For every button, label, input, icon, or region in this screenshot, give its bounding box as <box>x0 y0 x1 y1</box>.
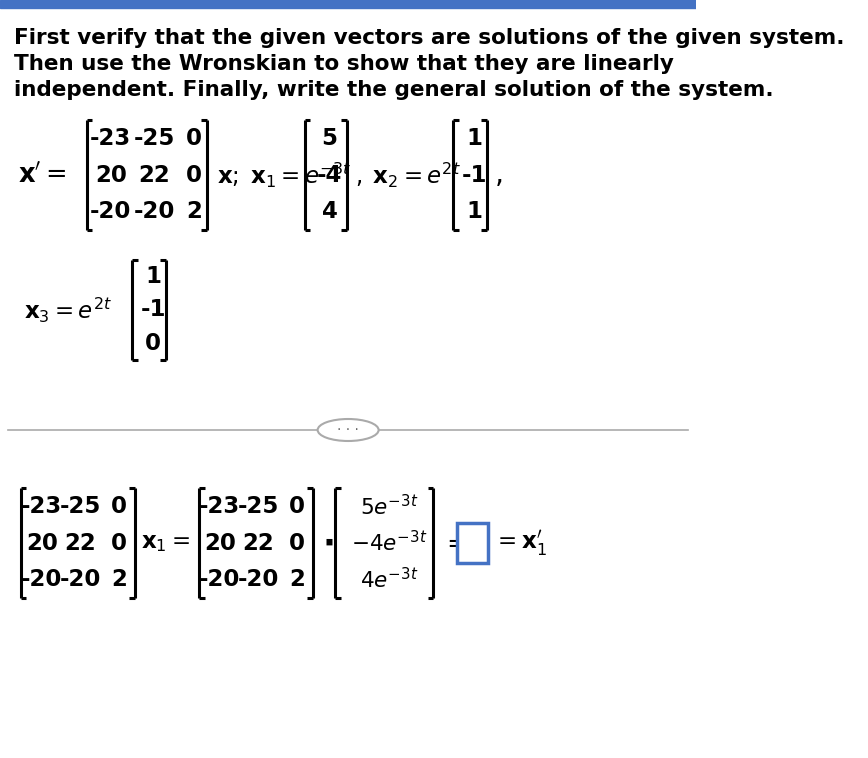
Text: $5e^{-3t}$: $5e^{-3t}$ <box>360 493 418 519</box>
Text: $4e^{-3t}$: $4e^{-3t}$ <box>360 567 418 592</box>
Text: 20: 20 <box>95 164 127 186</box>
Text: 20: 20 <box>204 531 236 555</box>
Text: 1: 1 <box>466 127 482 150</box>
Text: 0: 0 <box>145 332 161 355</box>
Text: $\mathbf{x};\;\mathbf{x}_1 = e^{-3t}$: $\mathbf{x};\;\mathbf{x}_1 = e^{-3t}$ <box>217 161 351 190</box>
Text: -25: -25 <box>60 495 101 518</box>
Text: independent. Finally, write the general solution of the system.: independent. Finally, write the general … <box>15 80 774 100</box>
Text: Then use the Wronskian to show that they are linearly: Then use the Wronskian to show that they… <box>15 54 674 74</box>
Text: 0: 0 <box>186 164 202 186</box>
Text: -20: -20 <box>60 568 101 591</box>
Text: ,: , <box>495 161 504 189</box>
Bar <box>457 523 488 563</box>
Text: $=$: $=$ <box>441 530 467 556</box>
Text: -23: -23 <box>21 495 62 518</box>
Text: 2: 2 <box>289 568 305 591</box>
Text: 1: 1 <box>466 200 482 223</box>
Text: $\mathbf{x'} =$: $\mathbf{x'} =$ <box>17 162 66 188</box>
Text: 4: 4 <box>322 200 338 223</box>
Text: -1: -1 <box>461 164 487 186</box>
Text: -23: -23 <box>199 495 240 518</box>
Text: 1: 1 <box>145 265 161 288</box>
Text: 22: 22 <box>242 531 274 555</box>
Text: · · ·: · · · <box>337 423 359 437</box>
Text: 22: 22 <box>64 531 96 555</box>
Text: -25: -25 <box>134 127 174 150</box>
Text: $\mathbf{x}_3 = e^{2t}$: $\mathbf{x}_3 = e^{2t}$ <box>24 296 112 324</box>
Text: -1: -1 <box>141 299 166 321</box>
Text: -20: -20 <box>238 568 279 591</box>
Text: $\boldsymbol{\cdot}$: $\boldsymbol{\cdot}$ <box>322 527 334 559</box>
Text: 0: 0 <box>289 495 305 518</box>
Text: -25: -25 <box>238 495 279 518</box>
Text: First verify that the given vectors are solutions of the given system.: First verify that the given vectors are … <box>15 28 845 48</box>
Text: -23: -23 <box>90 127 131 150</box>
Text: 2: 2 <box>186 200 202 223</box>
Text: 0: 0 <box>186 127 202 150</box>
Text: 20: 20 <box>26 531 57 555</box>
Bar <box>0 0 696 8</box>
Text: 0: 0 <box>111 495 127 518</box>
Text: $= \mathbf{x}_1'$: $= \mathbf{x}_1'$ <box>492 528 546 558</box>
Text: 0: 0 <box>111 531 127 555</box>
Text: 2: 2 <box>111 568 127 591</box>
Text: -20: -20 <box>90 200 131 223</box>
Text: 5: 5 <box>322 127 338 150</box>
Text: $-4e^{-3t}$: $-4e^{-3t}$ <box>351 531 427 556</box>
Text: -4: -4 <box>317 164 342 186</box>
Text: -20: -20 <box>199 568 240 591</box>
Text: 0: 0 <box>289 531 305 555</box>
Text: 22: 22 <box>138 164 170 186</box>
Text: -20: -20 <box>21 568 62 591</box>
Text: $,\;\mathbf{x}_2 = e^{2t}$: $,\;\mathbf{x}_2 = e^{2t}$ <box>354 161 460 190</box>
Text: $\mathbf{x}_1 =$: $\mathbf{x}_1 =$ <box>141 531 190 555</box>
Ellipse shape <box>318 419 378 441</box>
Text: -20: -20 <box>134 200 174 223</box>
